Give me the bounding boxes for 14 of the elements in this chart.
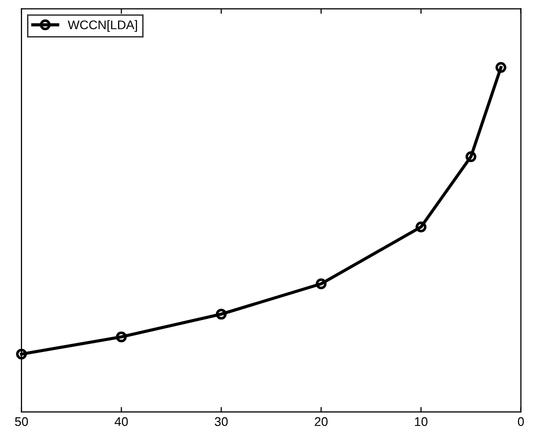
x-tick-label: 0 xyxy=(518,417,524,426)
point xyxy=(16,348,27,360)
x-tick-label: 50 xyxy=(15,417,28,426)
point xyxy=(495,62,506,73)
x-tick-label: 30 xyxy=(214,417,228,426)
x-tick-label: 20 xyxy=(314,417,328,426)
point xyxy=(116,331,127,342)
x-tick-label: 10 xyxy=(415,417,428,426)
legend-label: WCCN[LDA] xyxy=(68,20,137,32)
point xyxy=(316,278,327,290)
point xyxy=(216,308,227,320)
x-tick-label: 40 xyxy=(114,417,128,426)
point xyxy=(416,222,426,232)
point xyxy=(466,151,476,162)
